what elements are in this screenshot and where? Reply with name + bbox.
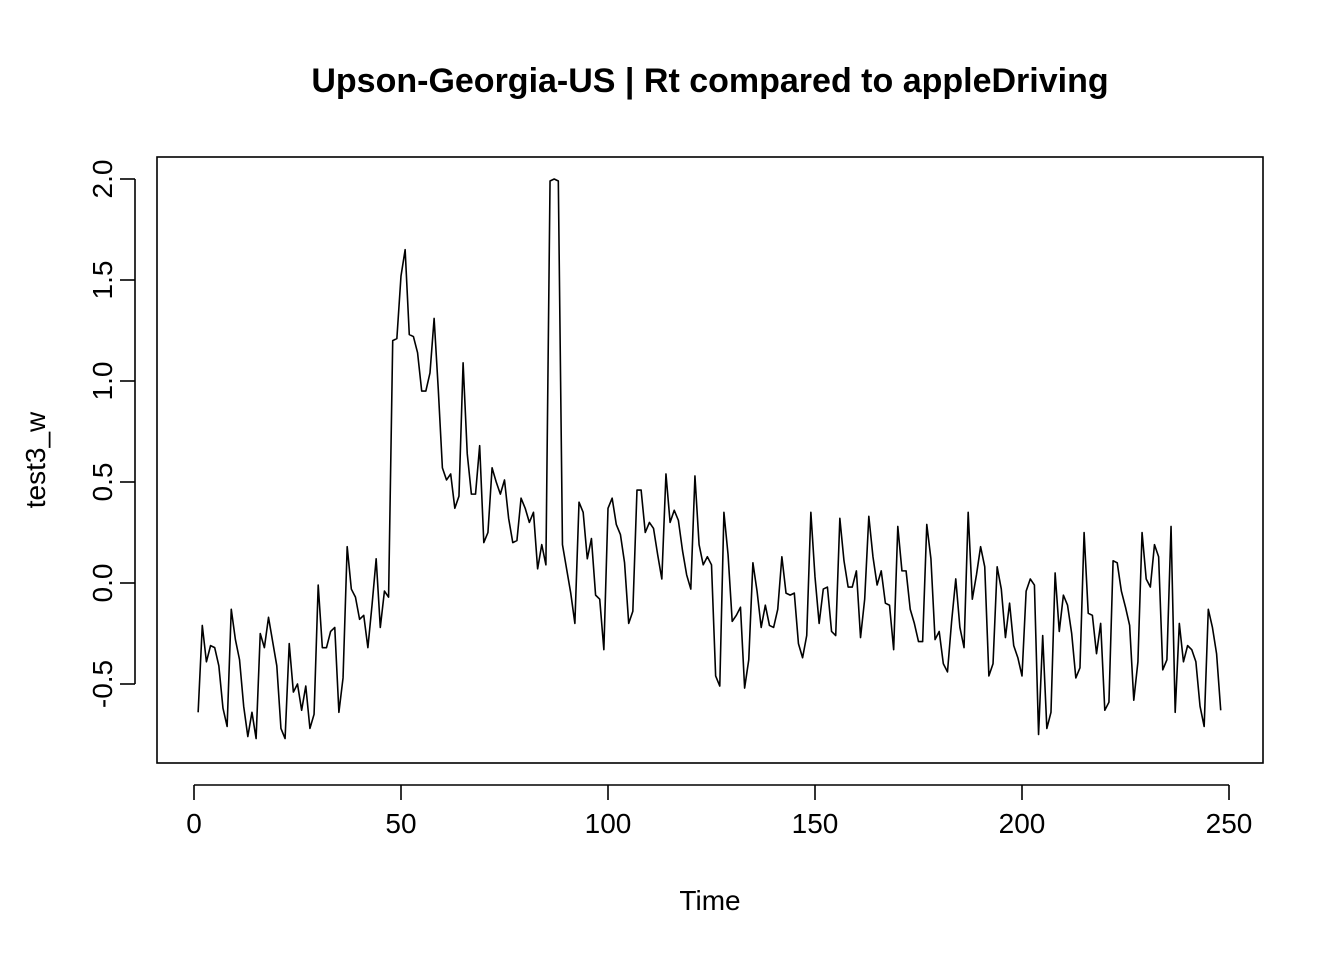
x-axis: 0 50 100 150 200 250 [186,784,1253,839]
x-tick-label: 100 [585,808,632,839]
x-tick-label: 0 [186,808,202,839]
x-axis-label: Time [679,885,740,916]
series-line [197,178,1222,740]
y-tick-label: 2.0 [87,160,118,199]
x-tick-label: 150 [792,808,839,839]
y-axis: -0.5 0.0 0.5 1.0 1.5 2.0 [87,160,136,708]
x-tick-label: 250 [1206,808,1253,839]
y-tick-label: 1.0 [87,362,118,401]
y-axis-label: test3_w [20,411,51,508]
x-tick-label: 50 [385,808,416,839]
y-tick-label: -0.5 [87,660,118,708]
plot-frame [156,156,1264,764]
y-tick-label: 1.5 [87,261,118,300]
y-tick-label: 0.0 [87,564,118,603]
y-tick-label: 0.5 [87,463,118,502]
x-tick-label: 200 [999,808,1046,839]
chart-title: Upson-Georgia-US | Rt compared to appleD… [311,62,1108,100]
